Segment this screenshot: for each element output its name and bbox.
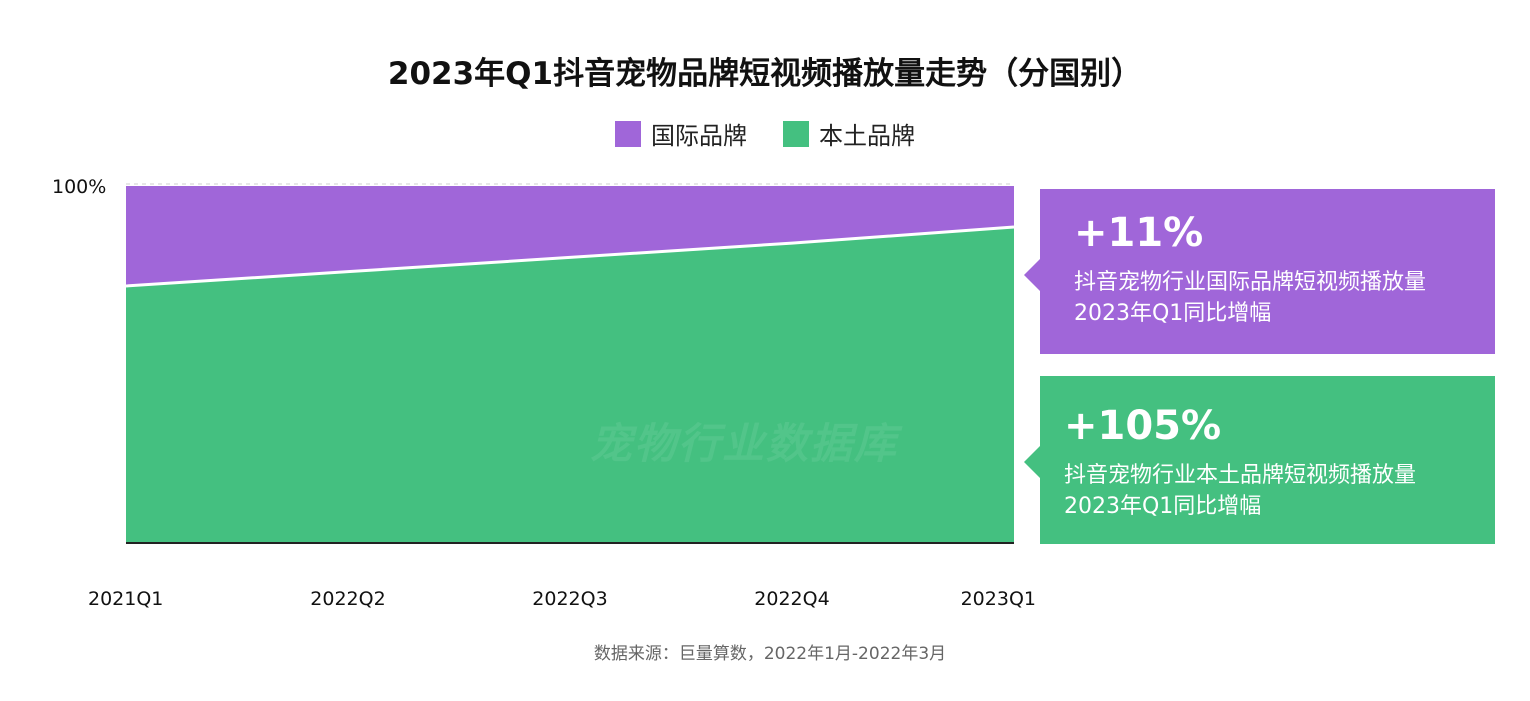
chart-title: 2023年Q1抖音宠物品牌短视频播放量走势（分国别） xyxy=(387,56,1143,92)
legend-swatch-international xyxy=(615,120,641,147)
callout-international-value: +11% xyxy=(1074,210,1204,256)
callout-pointer xyxy=(1024,446,1040,478)
series-area-domestic xyxy=(126,227,1014,543)
series-boundary-line xyxy=(125,225,1015,288)
callout-pointer xyxy=(1024,259,1040,291)
legend-item-domestic[interactable]: 本土品牌 xyxy=(783,116,915,151)
callout-domestic: +105% 抖音宠物行业本土品牌短视频播放量 2023年Q1同比增幅 xyxy=(1024,376,1495,544)
callout-international-line1: 抖音宠物行业国际品牌短视频播放量 xyxy=(1074,270,1427,295)
x-tick-label: 2022Q4 xyxy=(754,588,829,610)
y-tick-label: 100% xyxy=(52,176,106,198)
data-source: 数据来源：巨量算数，2022年1月-2022年3月 xyxy=(593,644,947,664)
x-tick-label: 2023Q1 xyxy=(961,588,1036,610)
x-tick-label: 2022Q3 xyxy=(532,588,607,610)
legend-swatch-domestic xyxy=(783,120,809,147)
legend: 国际品牌 本土品牌 xyxy=(0,116,1530,151)
x-tick-label: 2022Q2 xyxy=(310,588,385,610)
legend-label-domestic: 本土品牌 xyxy=(819,122,915,150)
callout-domestic-value: +105% xyxy=(1064,403,1222,449)
x-tick-label: 2021Q1 xyxy=(88,588,163,610)
callout-international: +11% 抖音宠物行业国际品牌短视频播放量 2023年Q1同比增幅 xyxy=(1024,189,1495,354)
legend-item-international[interactable]: 国际品牌 xyxy=(615,116,747,151)
callout-domestic-line1: 抖音宠物行业本土品牌短视频播放量 xyxy=(1064,463,1417,488)
watermark: 宠物行业数据库 xyxy=(590,419,899,468)
callout-domestic-line2: 2023年Q1同比增幅 xyxy=(1064,494,1262,519)
legend-label-international: 国际品牌 xyxy=(651,122,747,150)
callout-international-line2: 2023年Q1同比增幅 xyxy=(1074,301,1272,326)
series-area-international xyxy=(126,186,1014,286)
